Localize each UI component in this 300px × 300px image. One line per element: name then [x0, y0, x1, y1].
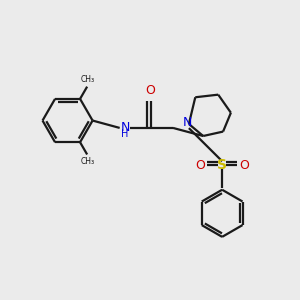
- Text: CH₃: CH₃: [81, 75, 95, 84]
- Text: O: O: [145, 84, 155, 97]
- Text: O: O: [239, 159, 249, 172]
- Text: H: H: [121, 129, 129, 140]
- Text: CH₃: CH₃: [81, 157, 95, 166]
- Text: O: O: [195, 159, 205, 172]
- Text: N: N: [120, 121, 130, 134]
- Text: N: N: [182, 116, 192, 129]
- Text: S: S: [217, 158, 227, 172]
